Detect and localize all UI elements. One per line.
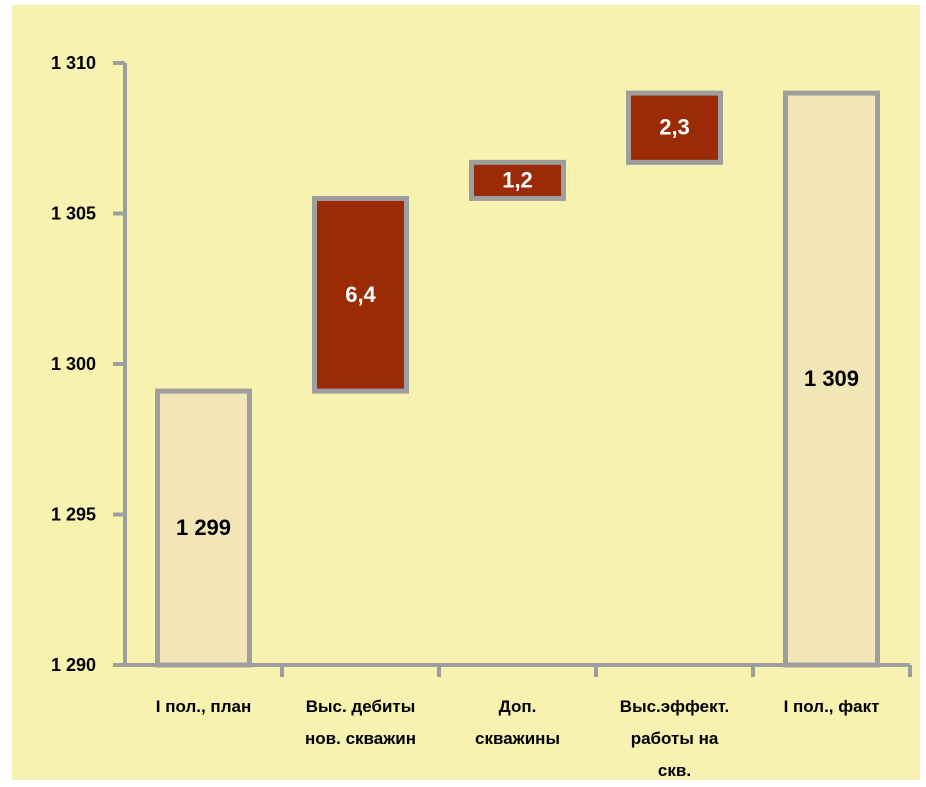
bar-data-label: 1,2	[502, 167, 533, 192]
x-category-label: нов. скважин	[305, 729, 416, 748]
x-category-label: Доп.	[499, 697, 537, 716]
total-bar	[155, 388, 252, 668]
bar-data-label: 2,3	[659, 115, 690, 140]
x-category-label: скважины	[475, 729, 560, 748]
total-bar	[783, 90, 880, 668]
x-category-label: I пол., факт	[784, 697, 880, 716]
y-tick-label: 1 310	[51, 53, 96, 73]
x-category-label: Выс.эффект.	[620, 697, 729, 716]
x-category-label: работы на	[631, 729, 719, 748]
delta-bar	[312, 195, 409, 394]
bar-data-label: 6,4	[345, 282, 376, 307]
y-tick-label: 1 300	[51, 354, 96, 374]
bar-data-label: 1 299	[176, 515, 231, 540]
y-tick-label: 1 295	[51, 505, 96, 525]
y-tick-label: 1 290	[51, 655, 96, 675]
delta-bar	[626, 90, 723, 165]
bar-data-label: 1 309	[804, 366, 859, 391]
x-category-label: скв.	[658, 761, 691, 780]
x-category-label: I пол., план	[156, 697, 251, 716]
delta-bar	[469, 159, 566, 201]
y-tick-label: 1 305	[51, 204, 96, 224]
x-category-label: Выс. дебиты	[306, 697, 416, 716]
